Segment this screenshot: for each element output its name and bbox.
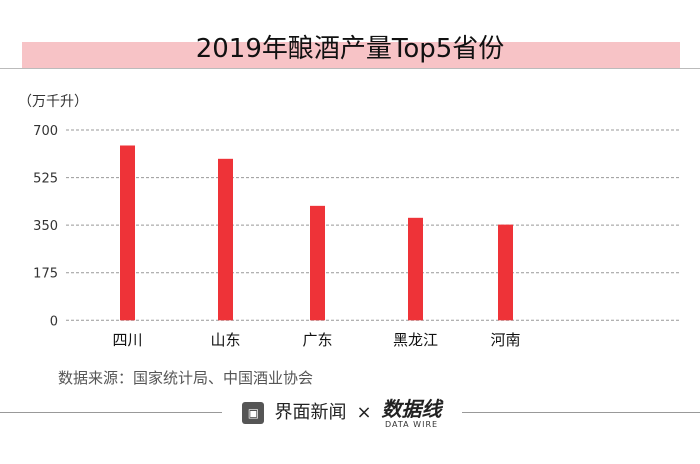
partner-logo: 数据线 DATA WIRE: [382, 398, 442, 429]
y-tick-label: 175: [33, 267, 58, 282]
brand-name: 界面新闻: [274, 402, 347, 423]
source-note: 数据来源：国家统计局、中国酒业协会: [58, 369, 314, 387]
partner-subtitle: DATA WIRE: [385, 419, 439, 429]
y-tick-label: 525: [33, 172, 58, 187]
partner-name: 数据线: [381, 396, 442, 421]
separator: ×: [356, 402, 372, 423]
y-tick-label: 700: [33, 124, 58, 139]
footer-brand: ▣ 界面新闻 × 数据线 DATA WIRE: [222, 396, 462, 430]
bar-山东: [218, 158, 233, 321]
x-tick-label: 广东: [302, 331, 332, 349]
y-tick-label: 0: [50, 314, 58, 329]
x-tick-label: 黑龙江: [393, 331, 438, 349]
y-axis-unit: （万千升）: [18, 94, 88, 110]
bar-河南: [498, 224, 513, 321]
chart-title: 2019年酿酒产量Top5省份: [195, 34, 505, 64]
x-tick-label: 河南: [490, 331, 520, 349]
bar-四川: [120, 145, 135, 321]
bar-广东: [310, 205, 325, 321]
jiemian-logo-icon: ▣: [242, 402, 265, 424]
title-band: [22, 42, 680, 68]
x-tick-label: 山东: [210, 331, 240, 349]
bar-黑龙江: [408, 217, 423, 321]
x-tick-label: 四川: [112, 331, 142, 349]
y-tick-label: 350: [33, 219, 58, 234]
title-divider: [0, 68, 700, 69]
